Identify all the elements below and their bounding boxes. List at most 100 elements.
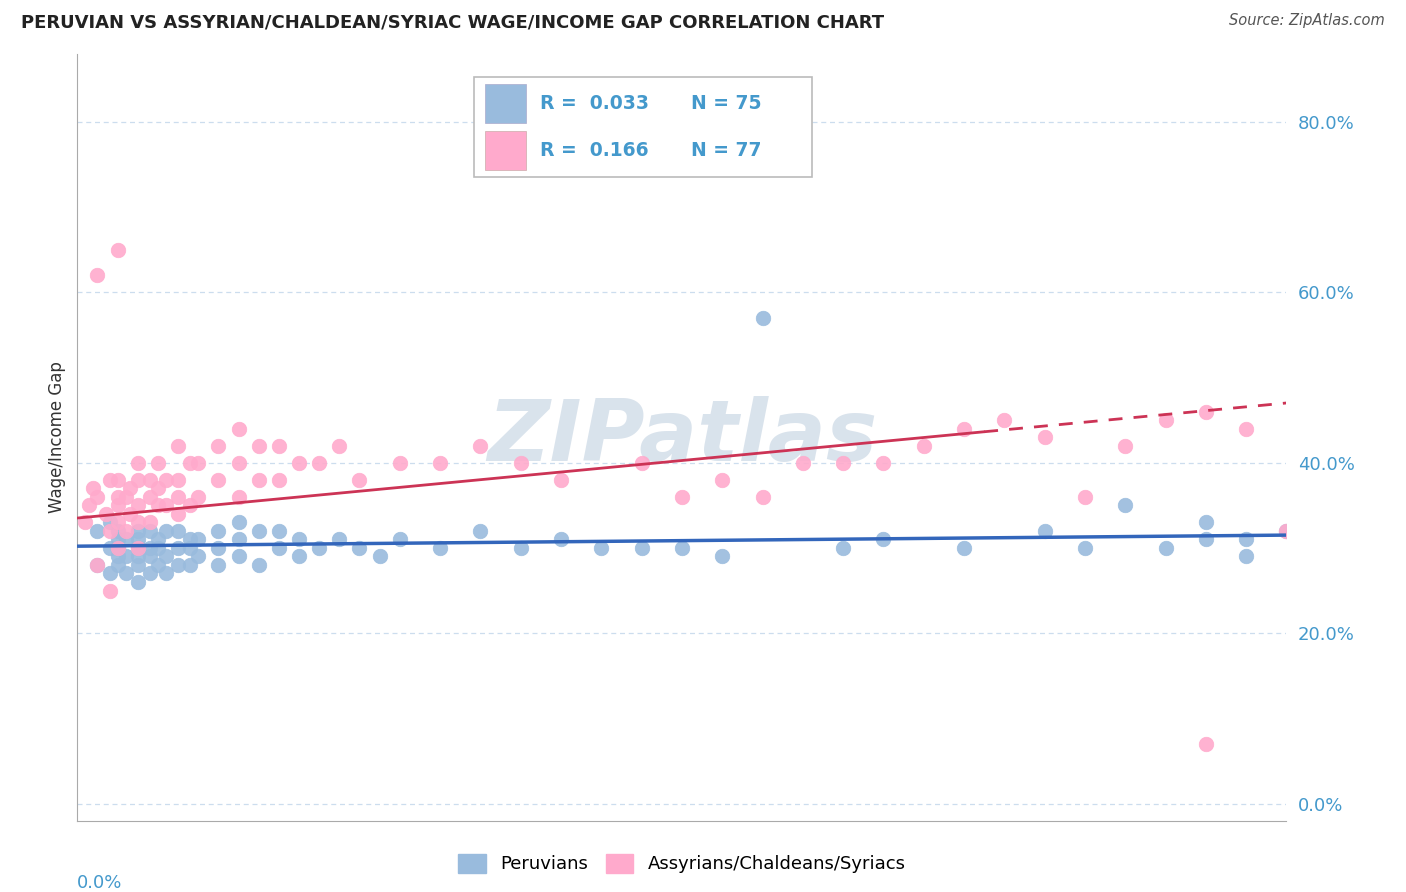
Point [349,473,371,487]
Point [107,473,129,487]
Point [146,533,169,547]
Point [167,507,190,521]
Point [146,498,169,512]
Point [86,558,108,572]
Point [267,541,290,555]
Point [711,473,734,487]
Point [247,524,270,538]
Point [1114,498,1136,512]
Point [98,541,121,555]
Point [146,481,169,495]
Point [107,541,129,555]
Point [872,456,894,470]
Text: Source: ZipAtlas.com: Source: ZipAtlas.com [1229,13,1385,29]
Point [167,473,190,487]
Point [86,558,108,572]
Point [912,439,935,453]
Point [832,456,855,470]
Point [1234,549,1257,564]
Point [127,541,149,555]
Point [187,549,209,564]
Point [228,456,250,470]
Point [107,541,129,555]
Point [139,549,162,564]
Point [1195,404,1218,418]
Point [671,541,693,555]
Point [349,541,371,555]
Point [228,421,250,435]
Text: N = 77: N = 77 [692,141,762,161]
Point [207,524,229,538]
Point [228,549,250,564]
Point [671,490,693,504]
Point [139,473,162,487]
Point [127,549,149,564]
Point [550,533,572,547]
Point [86,268,108,282]
Point [953,421,976,435]
Point [267,439,290,453]
Point [751,490,773,504]
Point [139,524,162,538]
Point [139,541,162,555]
Point [127,574,149,589]
Point [114,490,136,504]
Point [509,541,531,555]
Point [328,533,350,547]
Point [1074,490,1097,504]
Point [114,566,136,581]
Point [1154,413,1177,427]
Point [107,490,129,504]
Point [711,549,734,564]
Point [288,549,311,564]
Point [107,516,129,530]
Point [1275,524,1298,538]
Point [207,541,229,555]
Point [247,473,270,487]
Point [98,583,121,598]
Point [82,481,104,495]
Point [470,439,492,453]
Point [368,549,391,564]
Point [1195,516,1218,530]
Point [155,524,177,538]
Point [114,524,136,538]
Point [139,566,162,581]
Point [429,541,451,555]
Point [118,507,141,521]
Legend: Peruvians, Assyrians/Chaldeans/Syriacs: Peruvians, Assyrians/Chaldeans/Syriacs [451,847,912,880]
FancyBboxPatch shape [485,131,526,170]
Point [550,473,572,487]
Point [75,516,97,530]
Text: R =  0.166: R = 0.166 [540,141,648,161]
Point [308,541,330,555]
Point [993,413,1015,427]
Point [127,473,149,487]
Point [388,533,411,547]
Point [146,456,169,470]
Point [872,533,894,547]
Point [86,490,108,504]
Point [228,533,250,547]
Point [179,558,201,572]
Point [167,524,190,538]
Point [228,490,250,504]
Point [127,541,149,555]
Point [146,541,169,555]
Point [107,498,129,512]
Point [127,533,149,547]
Text: R =  0.033: R = 0.033 [540,94,650,113]
Point [86,524,108,538]
Point [179,541,201,555]
Point [207,473,229,487]
Point [267,473,290,487]
Point [98,566,121,581]
Point [167,558,190,572]
Point [155,498,177,512]
Point [1275,524,1298,538]
Point [1033,430,1056,444]
Text: N = 75: N = 75 [692,94,762,113]
Point [509,456,531,470]
Point [155,549,177,564]
Point [114,533,136,547]
